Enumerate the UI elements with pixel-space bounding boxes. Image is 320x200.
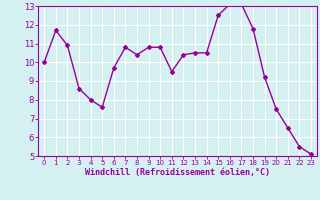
X-axis label: Windchill (Refroidissement éolien,°C): Windchill (Refroidissement éolien,°C) (85, 168, 270, 177)
